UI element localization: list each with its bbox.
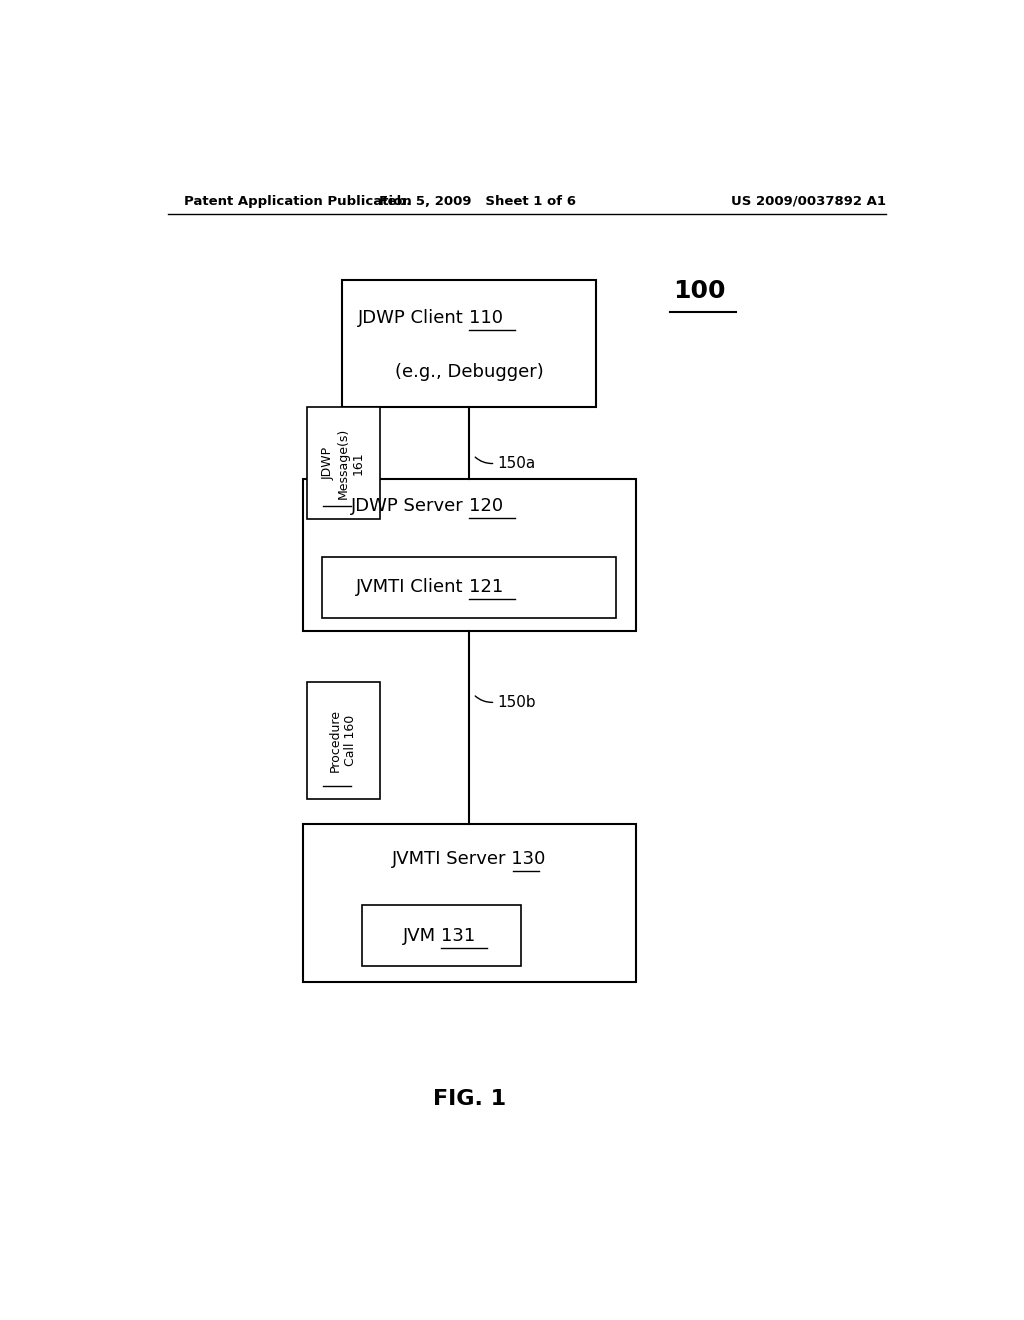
Text: 100: 100 xyxy=(673,279,726,302)
Text: JDWP
Message(s)
161: JDWP Message(s) 161 xyxy=(322,428,365,499)
Bar xyxy=(306,408,380,519)
Text: FIG. 1: FIG. 1 xyxy=(433,1089,506,1109)
Bar xyxy=(323,557,616,618)
Text: 110: 110 xyxy=(469,309,503,327)
Bar xyxy=(303,824,636,982)
Text: Procedure
Call 160: Procedure Call 160 xyxy=(329,709,357,772)
Text: 121: 121 xyxy=(469,578,504,597)
Text: JDWP Server: JDWP Server xyxy=(351,498,469,515)
Text: Patent Application Publication: Patent Application Publication xyxy=(183,194,412,207)
Text: 120: 120 xyxy=(469,498,504,515)
Text: JVMTI Client: JVMTI Client xyxy=(356,578,469,597)
Bar xyxy=(342,280,596,408)
Bar xyxy=(306,682,380,799)
Text: (e.g., Debugger): (e.g., Debugger) xyxy=(395,363,544,381)
Text: 150b: 150b xyxy=(497,694,536,710)
Text: Feb. 5, 2009   Sheet 1 of 6: Feb. 5, 2009 Sheet 1 of 6 xyxy=(379,194,575,207)
Text: 150a: 150a xyxy=(497,455,536,471)
Text: 131: 131 xyxy=(441,927,476,945)
Text: US 2009/0037892 A1: US 2009/0037892 A1 xyxy=(731,194,886,207)
Bar xyxy=(362,906,521,966)
Text: JVM: JVM xyxy=(402,927,441,945)
Bar xyxy=(303,479,636,631)
Text: JDWP Client: JDWP Client xyxy=(357,309,469,327)
Text: JVMTI Server 130: JVMTI Server 130 xyxy=(392,850,547,867)
